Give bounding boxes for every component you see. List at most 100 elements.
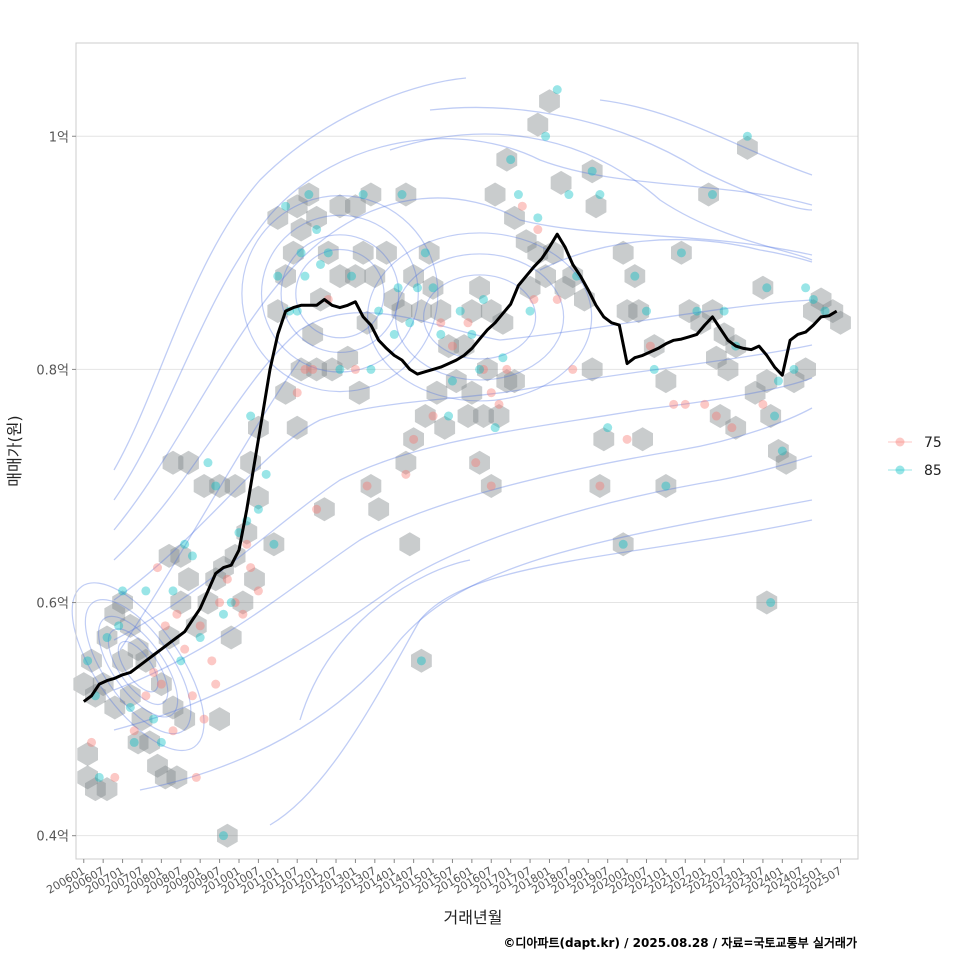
point-85 — [218, 831, 228, 841]
hexbin-cell — [248, 415, 269, 440]
point-85 — [436, 329, 446, 339]
y-tick-label: 0.6억 — [36, 597, 69, 612]
point-85 — [478, 294, 488, 304]
hexbin-cell — [166, 765, 188, 790]
hexbin-cell — [539, 89, 560, 114]
point-85 — [467, 329, 477, 339]
point-85 — [630, 271, 640, 281]
point-85 — [211, 481, 221, 491]
hexbin-cell — [760, 404, 782, 428]
hexbin-cell — [445, 369, 467, 394]
hexbin-cell — [170, 543, 192, 568]
point-85 — [176, 656, 186, 666]
hexbin-cell — [628, 299, 650, 324]
point-75 — [300, 364, 310, 374]
point-75 — [517, 201, 527, 211]
point-75 — [401, 469, 411, 479]
point-85 — [246, 411, 256, 421]
hexbin-cell — [477, 357, 498, 382]
point-75 — [680, 399, 690, 409]
hexbin-cell — [690, 310, 712, 335]
point-85 — [405, 318, 415, 328]
hexbin-cell — [158, 543, 180, 568]
hexbin-cell — [193, 474, 215, 498]
density-contour — [280, 234, 400, 354]
hexbin-cell — [290, 217, 312, 242]
point-85 — [129, 737, 139, 747]
point-75 — [129, 726, 139, 736]
hexbin-layer — [73, 89, 851, 848]
hexbin-cell — [414, 404, 436, 428]
density-contour — [599, 99, 813, 176]
hexbin-cell — [783, 369, 805, 394]
point-85 — [149, 714, 159, 724]
hexbin-cell — [329, 194, 351, 219]
point-75 — [141, 691, 151, 701]
hexbin-cell — [368, 497, 390, 522]
hexbin-cell — [85, 777, 106, 802]
hexbin-cell — [178, 450, 199, 475]
point-75 — [253, 586, 263, 596]
hexbin-cell — [496, 147, 518, 172]
hexbin-cell — [345, 264, 366, 289]
hexbin-cell — [775, 450, 797, 475]
density-contour — [389, 133, 813, 261]
hexbin-cell — [170, 590, 192, 615]
hexbin-cell — [554, 275, 576, 300]
y-tick-label: 0.4억 — [36, 830, 69, 845]
hexbin-cell — [263, 532, 285, 557]
point-85 — [156, 737, 166, 747]
hexbin-cell — [434, 415, 456, 440]
hexbin-cell — [655, 474, 677, 498]
point-75 — [292, 388, 302, 398]
y-axis-title: 매매가(원) — [5, 415, 24, 486]
point-75 — [207, 656, 217, 666]
point-75 — [187, 691, 197, 701]
point-85 — [269, 539, 279, 549]
hexbin-cell — [752, 275, 774, 300]
hexbin-cell — [581, 357, 603, 382]
hexbin-cell — [678, 299, 700, 324]
legend: 75 85 — [888, 435, 942, 479]
point-75 — [87, 737, 97, 747]
point-75 — [568, 364, 578, 374]
point-85 — [114, 621, 124, 631]
source-caption: ©디아파트(dapt.kr) / 2025.08.28 / 자료=국토교통부 실… — [503, 935, 857, 950]
point-85 — [389, 329, 399, 339]
point-85 — [513, 190, 523, 200]
point-75 — [199, 714, 209, 724]
hexbin-cell — [197, 590, 219, 615]
hexbin-cell — [232, 590, 254, 615]
hexbin-cell — [632, 427, 653, 452]
hexbin-cell — [345, 194, 366, 219]
point-85 — [420, 248, 430, 258]
grid-layer — [76, 135, 858, 837]
density-contour — [241, 195, 439, 393]
point-85 — [641, 306, 651, 316]
point-75 — [215, 598, 225, 608]
hexbin-cell — [616, 299, 638, 324]
point-75 — [486, 388, 496, 398]
hexbin-cell — [217, 823, 238, 848]
hexbin-cell — [737, 135, 758, 160]
point-75 — [350, 364, 360, 374]
point-85 — [428, 283, 438, 293]
hexbin-cell — [290, 357, 312, 382]
hexbin-cell — [391, 299, 413, 324]
point-85 — [552, 85, 562, 95]
hexbin-cell — [403, 427, 424, 452]
point-75 — [494, 399, 504, 409]
point-75 — [308, 364, 318, 374]
point-75 — [156, 679, 166, 689]
hexbin-cell — [112, 590, 133, 615]
density-contour — [539, 238, 813, 271]
hexbin-cell — [337, 345, 359, 370]
hexbin-cell — [248, 485, 269, 510]
point-85 — [413, 283, 423, 293]
hexbin-cell — [96, 777, 118, 802]
point-75 — [168, 726, 178, 736]
hexbin-cell — [376, 240, 397, 265]
point-85 — [649, 364, 659, 374]
hexbin-cell — [519, 275, 541, 300]
